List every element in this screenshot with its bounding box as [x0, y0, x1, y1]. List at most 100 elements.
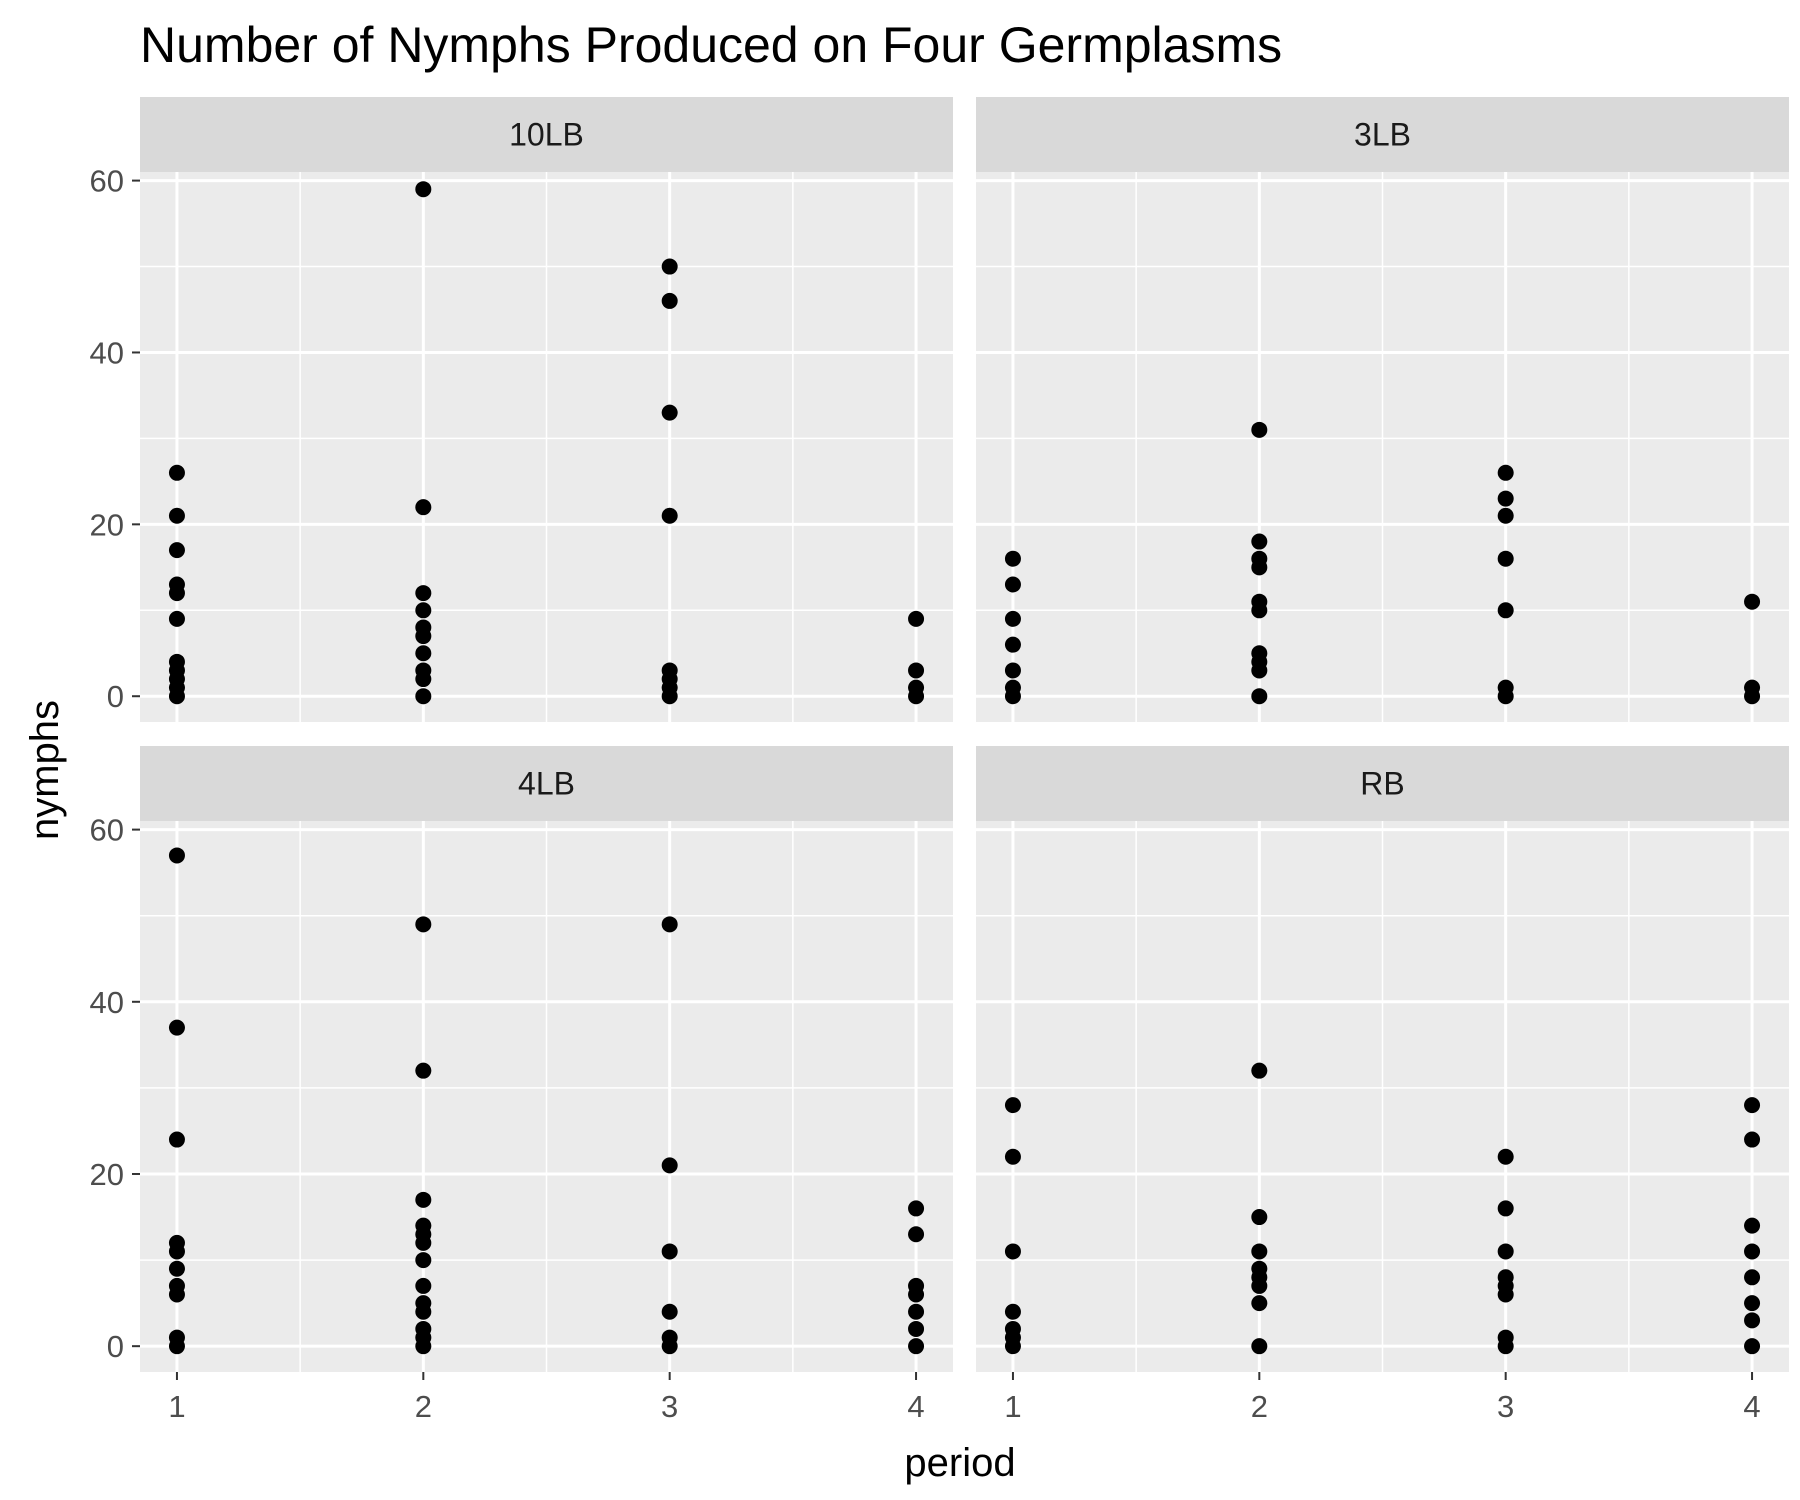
data-point	[908, 1200, 925, 1217]
data-point	[908, 610, 925, 627]
y-tick-label: 60	[90, 164, 124, 199]
data-point	[1004, 1243, 1021, 1260]
data-point	[415, 1303, 432, 1320]
data-point	[908, 1286, 925, 1303]
facet-panel-4lb: 4LB 0 20 40 60 1 2 3 4	[90, 746, 953, 1424]
data-point	[908, 1303, 925, 1320]
data-point	[415, 602, 432, 619]
data-point	[1004, 1338, 1021, 1355]
data-point	[415, 1062, 432, 1079]
data-point	[1497, 1243, 1514, 1260]
data-point	[1251, 421, 1268, 438]
data-point	[415, 1234, 432, 1251]
data-point	[168, 507, 185, 524]
y-tick-label: 20	[90, 507, 124, 542]
data-point	[1251, 1338, 1268, 1355]
data-point	[168, 1019, 185, 1036]
data-point	[1497, 507, 1514, 524]
x-axis-title: period	[904, 1441, 1015, 1485]
facet-strip	[140, 97, 953, 172]
data-point	[1497, 1148, 1514, 1165]
data-point	[1251, 1295, 1268, 1312]
data-point	[415, 671, 432, 688]
y-tick-label: 20	[90, 1157, 124, 1192]
data-point	[661, 507, 678, 524]
data-point	[1004, 576, 1021, 593]
data-point	[168, 464, 185, 481]
facet-strip	[976, 746, 1789, 821]
data-point	[1004, 610, 1021, 627]
x-tick-label: 4	[1743, 1389, 1760, 1424]
facet-panel-10lb: 10LB 0 20 40 60	[90, 97, 953, 722]
x-tick-label: 2	[1251, 1389, 1268, 1424]
data-point	[1744, 1217, 1761, 1234]
data-point	[415, 916, 432, 933]
x-tick-label: 4	[907, 1389, 924, 1424]
facet-panel-3lb: 3LB	[976, 97, 1789, 722]
data-point	[1251, 1209, 1268, 1226]
data-point	[661, 1338, 678, 1355]
data-point	[415, 181, 432, 198]
chart-title: Number of Nymphs Produced on Four Germpl…	[140, 17, 1282, 73]
data-point	[168, 610, 185, 627]
data-point	[1004, 1148, 1021, 1165]
data-point	[908, 1320, 925, 1337]
data-point	[168, 1131, 185, 1148]
data-point	[415, 1338, 432, 1355]
facet-panel-rb: RB 1 2 3 4	[976, 746, 1789, 1424]
data-point	[1497, 464, 1514, 481]
data-point	[908, 688, 925, 705]
data-point	[1744, 1131, 1761, 1148]
data-point	[661, 404, 678, 421]
data-point	[661, 258, 678, 275]
data-point	[908, 1226, 925, 1243]
data-point	[1744, 593, 1761, 610]
x-tick-label: 1	[1004, 1389, 1021, 1424]
data-point	[415, 1277, 432, 1294]
data-point	[168, 1286, 185, 1303]
data-point	[1744, 1243, 1761, 1260]
data-point	[415, 688, 432, 705]
data-point	[1497, 1286, 1514, 1303]
data-point	[415, 628, 432, 645]
y-tick-label: 40	[90, 335, 124, 370]
data-point	[1251, 559, 1268, 576]
data-point	[1004, 636, 1021, 653]
data-point	[1744, 1097, 1761, 1114]
data-point	[908, 1338, 925, 1355]
data-point	[661, 292, 678, 309]
data-point	[1744, 1295, 1761, 1312]
y-tick-label: 0	[107, 679, 124, 714]
x-tick-label: 3	[1497, 1389, 1514, 1424]
data-point	[1744, 1312, 1761, 1329]
facet-strip-label: 10LB	[509, 117, 584, 153]
data-point	[168, 847, 185, 864]
data-point	[908, 662, 925, 679]
data-point	[415, 585, 432, 602]
data-point	[1251, 1062, 1268, 1079]
data-point	[168, 1338, 185, 1355]
facet-strip-label: 3LB	[1354, 117, 1411, 153]
data-point	[1004, 688, 1021, 705]
data-point	[415, 645, 432, 662]
data-point	[1744, 688, 1761, 705]
facet-strip	[976, 97, 1789, 172]
data-point	[1004, 1097, 1021, 1114]
data-point	[1251, 662, 1268, 679]
data-point	[1744, 1338, 1761, 1355]
data-point	[1004, 550, 1021, 567]
data-point	[1497, 1338, 1514, 1355]
data-point	[661, 1157, 678, 1174]
data-point	[661, 1303, 678, 1320]
data-point	[168, 1243, 185, 1260]
y-tick-label: 0	[107, 1329, 124, 1364]
y-axis-title: nymphs	[23, 700, 67, 840]
data-point	[168, 1260, 185, 1277]
data-point	[168, 542, 185, 559]
data-point	[1744, 1269, 1761, 1286]
x-tick-label: 1	[168, 1389, 185, 1424]
facet-strip	[140, 746, 953, 821]
data-point	[168, 688, 185, 705]
data-point	[1251, 688, 1268, 705]
